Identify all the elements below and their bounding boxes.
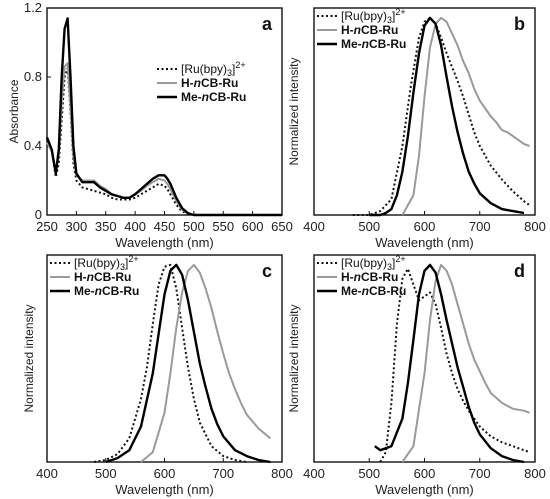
legend-entry: Me-nCB-Ru [341, 284, 406, 298]
x-tick-label: 700 [212, 466, 234, 481]
x-tick-label: 400 [303, 466, 325, 481]
panel-b: 400 500 600 700 800 Wavelength (nm) Normalized… [287, 7, 546, 250]
x-tick-label: 500 [95, 466, 117, 481]
legend-entry: Me-nCB-Ru [74, 284, 139, 298]
x-tick-label: 300 [66, 219, 88, 234]
series-line [401, 263, 530, 463]
y-axis-title: Absorbance [7, 79, 21, 143]
y-axis-title: Normalized intensity [287, 304, 301, 412]
x-tick-label: 550 [212, 219, 234, 234]
series-line [45, 17, 282, 217]
series-line [379, 267, 530, 463]
x-tick-label: 600 [242, 219, 264, 234]
x-tick-label: 450 [154, 219, 176, 234]
x-tick-label: 800 [271, 466, 293, 481]
x-axis-title: Wavelength (nm) [115, 235, 214, 250]
legend-entry: Me-nCB-Ru [341, 37, 406, 51]
legend-entry: H-nCB-Ru [341, 23, 398, 37]
series-line [46, 62, 282, 216]
x-tick-label: 650 [271, 219, 293, 234]
x-tick-label: 350 [95, 219, 117, 234]
x-tick-label: 500 [358, 219, 380, 234]
series-line [401, 16, 530, 216]
series-line [46, 67, 282, 216]
legend-entry: Me-nCB-Ru [181, 90, 246, 104]
x-tick-label: 600 [154, 466, 176, 481]
series-line [105, 263, 271, 464]
y-axis-title: Normalized intensity [287, 57, 301, 165]
x-tick-label: 800 [524, 219, 546, 234]
plot-frame [46, 7, 283, 216]
series-line [374, 263, 525, 464]
legend-entry: H-nCB-Ru [341, 270, 398, 284]
x-tick-label: 800 [524, 466, 546, 481]
panel-label: d [514, 261, 525, 281]
panel-label: a [262, 14, 273, 34]
panel-label: b [514, 14, 525, 34]
series-line [352, 16, 531, 216]
x-tick-label: 400 [303, 219, 325, 234]
y-axis-title: Normalized intensity [22, 304, 36, 412]
legend-entry: [Ru(bpy)3]2+ [341, 7, 406, 25]
legend-entry: [Ru(bpy)3]2+ [341, 254, 406, 272]
y-tick-label: 0.4 [24, 138, 42, 153]
x-tick-label: 250 [36, 219, 58, 234]
x-axis-title: Wavelength (nm) [375, 482, 474, 497]
panel-a: 250 300 350 400 450 500 550 600 650 0 0.4 0.8 1.2 Wav… [7, 0, 293, 250]
y-tick-label: 0 [35, 207, 42, 222]
x-tick-label: 400 [36, 466, 58, 481]
series-line [140, 263, 271, 463]
panel-label: c [262, 261, 272, 281]
x-tick-label: 500 [358, 466, 380, 481]
y-tick-label: 1.2 [24, 0, 42, 15]
x-tick-label: 600 [414, 219, 436, 234]
x-tick-label: 500 [183, 219, 205, 234]
x-tick-label: 600 [414, 466, 436, 481]
legend-entry: H-nCB-Ru [181, 76, 238, 90]
x-tick-label: 700 [469, 219, 491, 234]
x-tick-label: 400 [124, 219, 146, 234]
y-tick-label: 0.8 [24, 69, 42, 84]
x-axis-title: Wavelength (nm) [115, 482, 214, 497]
legend-entry: H-nCB-Ru [74, 270, 131, 284]
series-line [93, 263, 247, 463]
x-axis-title: Wavelength (nm) [375, 235, 474, 250]
x-tick-label: 700 [469, 466, 491, 481]
series-line [369, 16, 525, 217]
panel-c: 400 500 600 700 800 Wavelength (nm) Normalized… [22, 254, 293, 497]
panel-d: 400 500 600 700 800 Wavelength (nm) Normalized… [287, 254, 546, 497]
legend-entry: [Ru(bpy)3]2+ [181, 60, 246, 78]
legend-entry: [Ru(bpy)3]2+ [74, 254, 139, 272]
